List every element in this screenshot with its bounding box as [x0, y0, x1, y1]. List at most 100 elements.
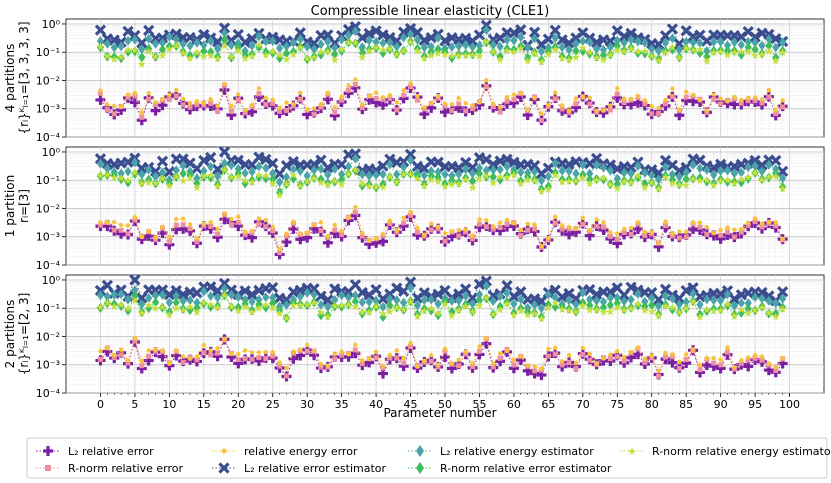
x-tick-label: 100 — [779, 398, 800, 411]
data-point — [408, 83, 414, 89]
data-point — [511, 220, 517, 226]
data-point — [177, 288, 189, 301]
data-point — [256, 216, 262, 222]
data-point — [586, 300, 594, 311]
data-point — [248, 307, 257, 316]
data-point — [723, 299, 732, 308]
data-point — [525, 363, 530, 368]
y-tick-label: 10⁻² — [36, 202, 60, 215]
data-point — [311, 348, 317, 354]
data-point — [585, 179, 594, 188]
data-point — [205, 151, 217, 164]
data-point — [358, 52, 367, 61]
data-point — [398, 93, 409, 104]
data-point — [570, 102, 581, 113]
data-point — [599, 173, 608, 182]
data-point — [759, 100, 765, 106]
data-point — [634, 288, 642, 299]
data-point — [138, 169, 146, 180]
data-point — [732, 227, 737, 232]
data-point — [186, 295, 194, 306]
data-point — [125, 231, 131, 237]
data-point — [496, 41, 504, 52]
data-point — [174, 348, 179, 353]
data-point — [483, 84, 489, 90]
data-point — [317, 163, 325, 174]
data-point — [350, 82, 361, 93]
data-point — [544, 185, 553, 194]
data-point — [642, 229, 648, 235]
data-point — [598, 225, 609, 236]
data-point — [329, 110, 340, 121]
data-point — [641, 37, 649, 48]
data-point — [337, 301, 346, 310]
data-point — [504, 217, 510, 223]
data-point — [165, 310, 174, 319]
data-point — [373, 236, 379, 241]
data-point — [146, 348, 151, 353]
data-point — [751, 44, 759, 55]
data-point — [296, 300, 305, 309]
data-point — [352, 209, 358, 215]
data-point — [282, 55, 291, 64]
data-point — [208, 352, 214, 358]
data-point — [277, 105, 282, 111]
data-point — [566, 359, 572, 365]
data-point — [194, 99, 200, 104]
data-point — [503, 173, 512, 182]
data-point — [187, 226, 193, 232]
data-point — [330, 55, 339, 64]
data-point — [752, 216, 758, 221]
data-point — [211, 163, 224, 175]
data-point — [682, 296, 690, 307]
data-point — [652, 293, 665, 306]
data-point — [565, 166, 573, 177]
data-point — [745, 222, 751, 228]
data-point — [483, 224, 489, 230]
data-point — [606, 165, 614, 176]
data-point — [573, 226, 579, 231]
data-point — [751, 160, 759, 171]
data-point — [254, 170, 263, 179]
x-tick-label: 95 — [748, 398, 762, 411]
data-point — [351, 26, 360, 37]
data-point — [247, 106, 258, 117]
data-point — [683, 229, 689, 235]
data-point — [701, 359, 712, 370]
data-point — [270, 224, 275, 230]
data-point — [194, 239, 200, 245]
data-point — [385, 44, 394, 53]
data-point — [441, 50, 449, 59]
data-point — [98, 88, 103, 93]
data-point — [496, 164, 504, 175]
data-point — [130, 168, 139, 177]
series-7 — [96, 290, 787, 323]
data-point — [482, 171, 491, 180]
data-point — [592, 305, 601, 314]
data-point — [282, 300, 291, 311]
data-point — [711, 360, 717, 366]
data-point — [253, 151, 265, 163]
data-point — [566, 108, 572, 113]
data-point — [530, 309, 539, 318]
data-point — [346, 83, 351, 88]
data-point — [592, 53, 601, 62]
data-point — [194, 236, 200, 241]
data-point — [236, 351, 241, 357]
data-point — [303, 54, 312, 63]
data-point — [105, 345, 110, 351]
series-line — [100, 83, 784, 122]
data-point — [295, 350, 306, 361]
data-point — [281, 237, 292, 248]
data-point — [131, 290, 139, 301]
data-point — [282, 48, 291, 59]
data-point — [704, 224, 710, 230]
data-point — [635, 220, 641, 225]
data-point — [482, 165, 490, 176]
data-point — [663, 101, 669, 107]
data-point — [633, 171, 642, 180]
data-point — [771, 56, 780, 65]
data-point — [110, 289, 118, 300]
data-point — [103, 298, 112, 307]
data-point — [199, 171, 208, 180]
